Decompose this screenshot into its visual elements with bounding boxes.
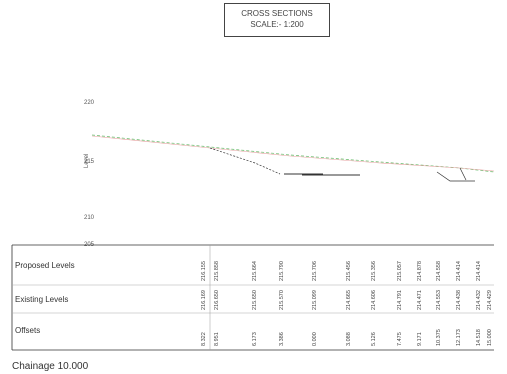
offset-value-11: 14.518 [476, 329, 482, 346]
offset-value-3: 3.386 [279, 332, 285, 346]
proposed-value-11: 214.414 [476, 261, 482, 281]
existing-value-4: 215.099 [312, 290, 318, 310]
existing-value-12: 214.429 [487, 290, 493, 310]
offset-value-12: 15.000 [487, 329, 493, 346]
proposed-value-8: 214.878 [417, 261, 423, 281]
title-block: CROSS SECTIONS SCALE:- 1:200 [224, 3, 330, 37]
offset-value-5: 3.088 [346, 332, 352, 346]
proposed-levels-label: Proposed Levels [15, 261, 75, 270]
proposed-value-3: 215.790 [279, 261, 285, 281]
proposed-value-1: 215.858 [214, 261, 220, 281]
existing-value-8: 214.471 [417, 290, 423, 310]
offset-value-8: 9.171 [417, 332, 423, 346]
proposed-value-10: 214.414 [456, 261, 462, 281]
cut-line [209, 147, 281, 175]
y-tick-1: 220 [84, 100, 95, 106]
proposed-value-5: 215.456 [346, 261, 352, 281]
y-axis-label: Level [84, 154, 90, 168]
offset-values-row: 8.322 8.951 6.173 3.386 0.000 3.088 5.126 7.475… [201, 329, 493, 346]
offsets-label: Offsets [15, 326, 41, 335]
formation-line-4 [459, 167, 467, 181]
title-line-2: SCALE:- 1:200 [250, 20, 304, 29]
existing-value-2: 215.650 [252, 290, 258, 310]
existing-level-line [91, 135, 495, 172]
chainage-label: Chainage 10.000 [12, 361, 89, 372]
existing-levels-label: Existing Levels [15, 295, 69, 304]
existing-value-11: 214.432 [476, 290, 482, 310]
existing-value-3: 215.570 [279, 290, 285, 310]
proposed-value-4: 215.706 [312, 261, 318, 281]
existing-value-1: 216.650 [214, 290, 220, 310]
offset-value-6: 5.126 [371, 332, 377, 346]
existing-value-9: 214.553 [436, 290, 442, 310]
proposed-values-row: 216.155 215.858 215.664 215.790 215.706 215.4… [201, 261, 482, 281]
proposed-value-9: 214.558 [436, 261, 442, 281]
offset-value-9: 10.375 [436, 329, 442, 346]
existing-value-10: 214.438 [456, 290, 462, 310]
offset-value-1: 8.951 [214, 332, 220, 346]
offset-value-0: 8.322 [201, 332, 207, 346]
title-line-1: CROSS SECTIONS [241, 9, 313, 18]
offset-value-2: 6.173 [252, 332, 258, 346]
proposed-value-0: 216.155 [201, 261, 207, 281]
proposed-value-7: 215.057 [397, 261, 403, 281]
y-tick-3: 210 [84, 215, 95, 221]
existing-values-row: 216.169 216.650 215.650 215.570 215.099 214.6… [201, 290, 493, 310]
existing-value-0: 216.169 [201, 290, 207, 310]
existing-value-5: 214.665 [346, 290, 352, 310]
proposed-value-6: 215.356 [371, 261, 377, 281]
formation-line-3 [436, 171, 475, 182]
offset-value-4: 0.000 [312, 332, 318, 346]
existing-value-6: 214.606 [371, 290, 377, 310]
offset-value-10: 12.173 [456, 329, 462, 346]
existing-value-7: 214.791 [397, 290, 403, 310]
proposed-value-2: 215.664 [252, 261, 258, 281]
y-tick-2: 215 [84, 159, 95, 165]
offset-value-7: 7.475 [397, 332, 403, 346]
